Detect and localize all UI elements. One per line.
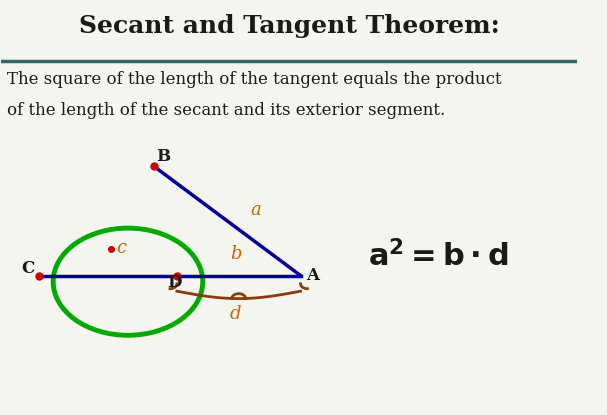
Text: C: C — [21, 261, 35, 278]
Text: d: d — [230, 305, 242, 323]
Text: $\mathbf{a^2 = b \bullet d}$: $\mathbf{a^2 = b \bullet d}$ — [368, 241, 509, 273]
Text: D: D — [167, 274, 181, 291]
Text: Secant and Tangent Theorem:: Secant and Tangent Theorem: — [79, 14, 500, 38]
Text: b: b — [230, 245, 242, 263]
Text: B: B — [156, 148, 171, 165]
Text: c: c — [117, 239, 127, 257]
Text: The square of the length of the tangent equals the product: The square of the length of the tangent … — [7, 71, 502, 88]
Text: a: a — [250, 201, 261, 219]
Text: A: A — [307, 267, 319, 284]
Text: of the length of the secant and its exterior segment.: of the length of the secant and its exte… — [7, 103, 446, 120]
